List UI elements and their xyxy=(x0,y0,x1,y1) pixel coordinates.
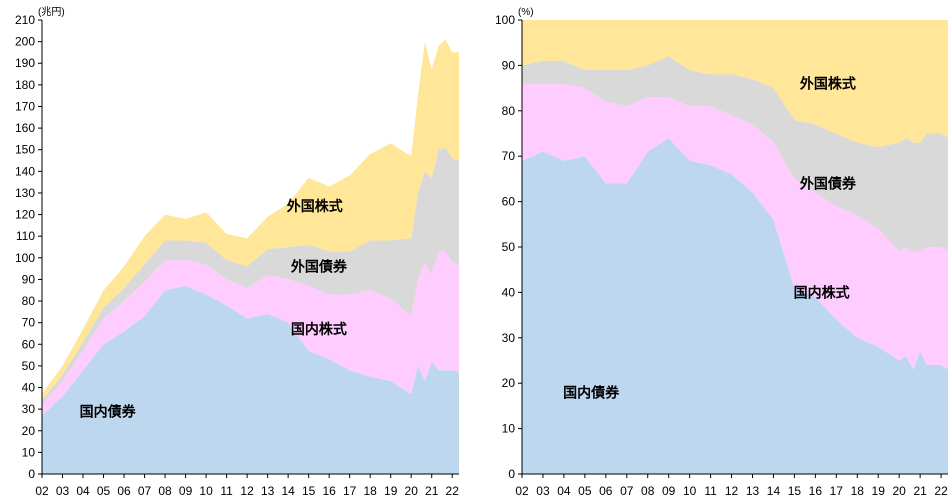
y-tick-label: 40 xyxy=(502,285,516,299)
y-tick-label: 140 xyxy=(15,164,35,178)
series-label: 国内株式 xyxy=(291,321,347,338)
y-tick-label: 80 xyxy=(22,294,36,308)
x-tick-label: 11 xyxy=(704,484,717,498)
x-tick-label: 16 xyxy=(322,484,336,498)
x-tick-label: 20 xyxy=(892,484,906,498)
y-tick-label: 180 xyxy=(15,78,35,92)
x-tick-label: 03 xyxy=(56,484,70,498)
x-tick-label: 02 xyxy=(515,484,529,498)
y-tick-label: 10 xyxy=(502,422,516,436)
x-tick-label: 14 xyxy=(281,484,295,498)
x-tick-label: 22 xyxy=(446,484,460,498)
y-tick-label: 60 xyxy=(502,195,516,209)
chart-right-svg: 0 10 20 30 40 50 60 70 80 90 100 02 03 04 05 06 07 08 09 10… xyxy=(495,7,948,498)
y-tick-label: 70 xyxy=(502,149,516,163)
x-tick-label: 10 xyxy=(199,484,213,498)
y-tick-label: 210 xyxy=(15,13,35,27)
x-tick-label: 20 xyxy=(405,484,419,498)
y-tick-label: 190 xyxy=(15,56,35,70)
series-label: 外国債券 xyxy=(800,175,857,192)
x-tick-label: 15 xyxy=(788,484,802,498)
x-tick-label: 05 xyxy=(97,484,111,498)
y-tick-label: 30 xyxy=(22,402,36,416)
x-tick-label: 19 xyxy=(872,484,886,498)
y-tick-label: 100 xyxy=(495,13,515,27)
series-label: 国内債券 xyxy=(80,403,137,420)
series-label: 外国債券 xyxy=(291,258,348,275)
area-2-chart-1 xyxy=(42,251,459,416)
x-tick-label: 13 xyxy=(261,484,275,498)
area-3-chart-1 xyxy=(42,147,459,405)
y-tick-label: 90 xyxy=(502,58,516,72)
y-tick-label: 90 xyxy=(22,272,36,286)
y-tick-label: 80 xyxy=(502,104,516,118)
unit-label: (%) xyxy=(518,7,534,18)
x-tick-label: 12 xyxy=(725,484,739,498)
area-4-chart-2 xyxy=(522,20,948,148)
y-tick-label: 200 xyxy=(15,35,35,49)
x-tick-label: 14 xyxy=(767,484,781,498)
x-tick-label: 12 xyxy=(240,484,254,498)
chart-left-svg: 0102030405060708090100110120130140150160… xyxy=(15,6,460,498)
x-tick-label: 19 xyxy=(384,484,398,498)
x-tick-label: 04 xyxy=(557,484,571,498)
x-tick-label: 07 xyxy=(620,484,634,498)
series-label: 国内株式 xyxy=(794,284,850,301)
x-tick-label: 10 xyxy=(683,484,697,498)
y-tick-label: 50 xyxy=(22,359,36,373)
x-tick-label: 08 xyxy=(158,484,172,498)
y-tick-label: 150 xyxy=(15,143,35,157)
y-tick-label: 20 xyxy=(22,424,36,438)
x-tick-label: 04 xyxy=(76,484,90,498)
area-3-chart-2 xyxy=(522,56,948,252)
area-2-chart-2 xyxy=(522,83,948,370)
y-tick-label: 100 xyxy=(15,251,35,265)
x-tick-label: 15 xyxy=(302,484,316,498)
y-tick-label: 0 xyxy=(28,467,35,481)
series-label: 外国株式 xyxy=(800,76,856,93)
series-label: 国内債券 xyxy=(563,384,620,401)
y-tick-label: 0 xyxy=(508,467,515,481)
x-tick-label: 06 xyxy=(117,484,131,498)
y-tick-label: 130 xyxy=(15,186,35,200)
area-4-chart-1 xyxy=(42,39,459,401)
series-label: 外国株式 xyxy=(287,198,343,215)
y-tick-label: 60 xyxy=(22,337,36,351)
x-tick-label: 17 xyxy=(830,484,844,498)
x-tick-label: 05 xyxy=(578,484,592,498)
area-1-chart-1 xyxy=(42,285,459,474)
x-tick-label: 09 xyxy=(179,484,193,498)
y-tick-label: 110 xyxy=(16,229,35,243)
x-tick-label: 21 xyxy=(425,484,439,498)
x-tick-label: 08 xyxy=(641,484,655,498)
area-1-chart-2 xyxy=(522,138,948,475)
x-tick-label: 13 xyxy=(746,484,760,498)
y-tick-label: 50 xyxy=(502,240,516,254)
x-tick-label: 06 xyxy=(599,484,613,498)
y-tick-label: 40 xyxy=(22,381,36,395)
y-tick-label: 120 xyxy=(15,208,35,222)
x-tick-label: 16 xyxy=(809,484,823,498)
x-tick-label: 22 xyxy=(934,484,948,498)
x-tick-label: 03 xyxy=(536,484,550,498)
y-tick-label: 70 xyxy=(22,316,36,330)
x-tick-label: 07 xyxy=(138,484,152,498)
y-tick-label: 160 xyxy=(15,121,35,135)
x-tick-label: 18 xyxy=(364,484,378,498)
chart-right-percent: 0 10 20 30 40 50 60 70 80 90 100 02 03 04 05 06 07 08 09 10… xyxy=(478,0,949,504)
y-tick-label: 10 xyxy=(22,445,36,459)
x-tick-label: 17 xyxy=(343,484,357,498)
unit-label: (兆円) xyxy=(38,6,65,18)
y-tick-label: 20 xyxy=(502,376,516,390)
x-tick-label: 11 xyxy=(220,484,233,498)
x-tick-label: 02 xyxy=(35,484,49,498)
x-tick-label: 09 xyxy=(662,484,676,498)
y-tick-label: 170 xyxy=(15,99,35,113)
y-tick-label: 30 xyxy=(502,331,516,345)
chart-left-trillion-yen: 0 10 20 30 40 50 60 70 80 90 100 110 120 130 140 150 160… xyxy=(0,0,470,504)
x-tick-label: 18 xyxy=(851,484,865,498)
x-tick-label: 21 xyxy=(913,484,927,498)
